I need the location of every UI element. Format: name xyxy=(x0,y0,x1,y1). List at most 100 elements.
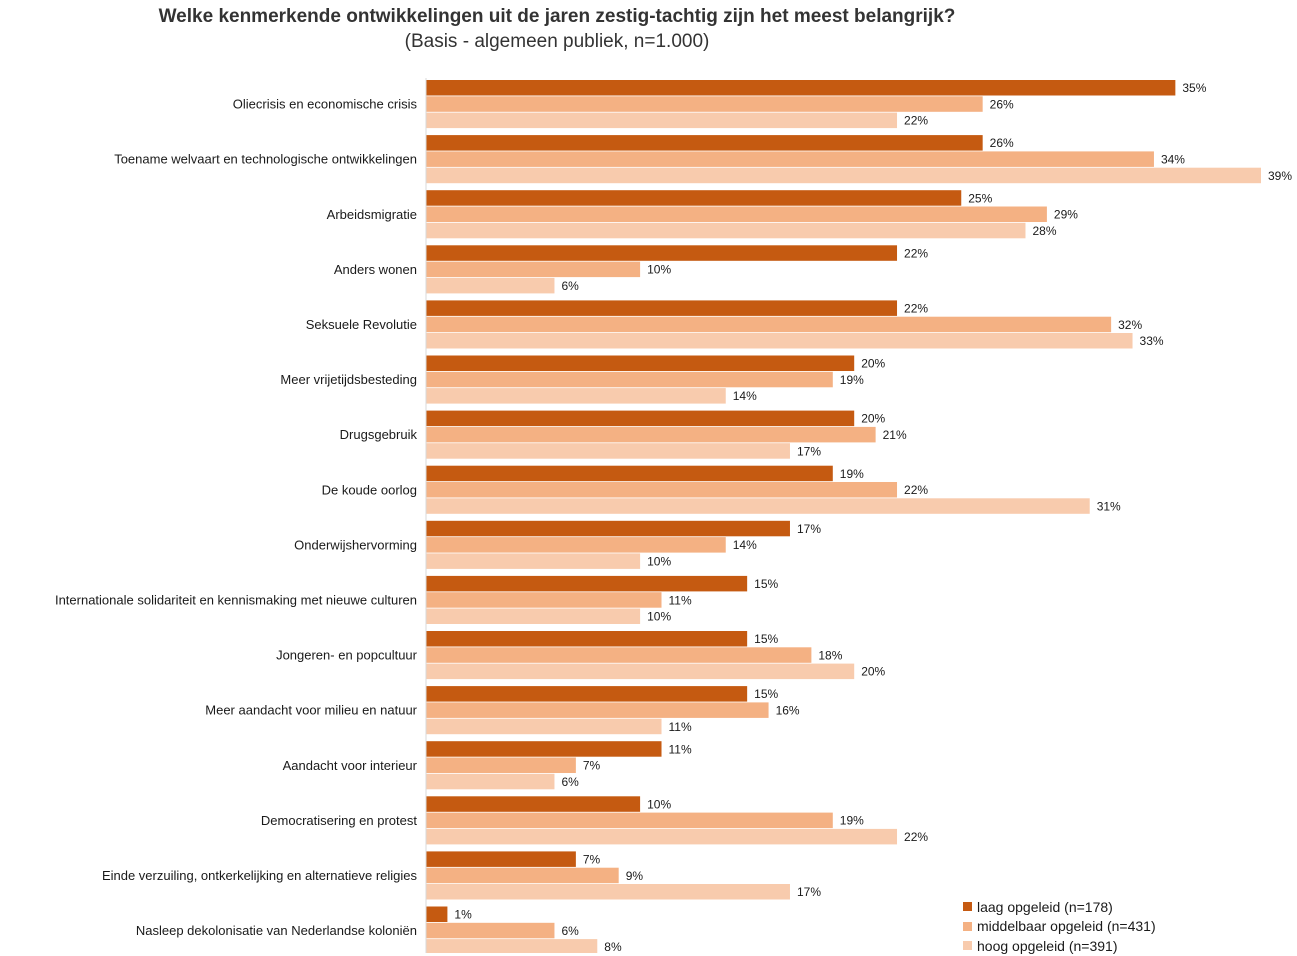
category-label: Arbeidsmigratie xyxy=(327,207,417,222)
data-label: 11% xyxy=(669,742,692,756)
data-label: 26% xyxy=(990,136,1014,150)
data-label: 7% xyxy=(583,852,601,866)
data-label: 1% xyxy=(454,908,472,922)
category-label: Meer vrijetijdsbesteding xyxy=(280,372,417,387)
bar-middelbaar xyxy=(426,702,769,718)
bar-hoog xyxy=(426,277,555,294)
data-label: 17% xyxy=(797,885,821,899)
bar-middelbaar xyxy=(426,592,662,608)
bar-hoog xyxy=(426,443,790,459)
data-label: 20% xyxy=(861,412,885,426)
bar-laag xyxy=(426,520,790,537)
data-label: 15% xyxy=(754,577,778,591)
bar-laag xyxy=(426,355,855,371)
bar-hoog xyxy=(426,884,790,900)
bar-laag xyxy=(426,796,641,812)
bar-hoog xyxy=(426,939,598,953)
legend: laag opgeleid (n=178) middelbaar opgeleid… xyxy=(963,897,1156,956)
data-label: 8% xyxy=(604,940,622,953)
data-label: 9% xyxy=(626,869,644,883)
bar-hoog xyxy=(426,112,898,129)
data-label: 10% xyxy=(647,554,671,568)
data-label: 33% xyxy=(1140,334,1164,348)
bar-middelbaar xyxy=(426,647,812,663)
bar-middelbaar xyxy=(426,812,833,829)
category-label: Einde verzuiling, ontkerkelijking en alt… xyxy=(102,868,418,883)
data-label: 10% xyxy=(647,610,671,624)
data-label: 22% xyxy=(904,246,928,260)
bar-laag xyxy=(426,300,898,316)
data-label: 28% xyxy=(1032,224,1056,238)
data-label: 6% xyxy=(561,279,579,293)
bar-laag xyxy=(426,245,898,261)
data-label: 32% xyxy=(1118,318,1142,332)
chart-title: Welke kenmerkende ontwikkelingen uit de … xyxy=(158,6,956,27)
category-label: Drugsgebruik xyxy=(340,427,418,442)
data-label: 14% xyxy=(733,389,757,403)
category-label: Seksuele Revolutie xyxy=(306,317,417,332)
bar-hoog xyxy=(426,388,726,404)
bar-middelbaar xyxy=(426,206,1047,222)
legend-swatch xyxy=(963,921,972,931)
bar-laag xyxy=(426,686,748,702)
bar-hoog xyxy=(426,167,1261,184)
bar-middelbaar xyxy=(426,757,576,773)
data-label: 6% xyxy=(561,924,579,938)
bar-middelbaar xyxy=(426,371,833,388)
data-label: 39% xyxy=(1268,169,1292,183)
bar-laag xyxy=(426,80,1176,96)
chart-subtitle: (Basis - algemeen publiek, n=1.000) xyxy=(404,31,710,52)
legend-item-middelbaar: middelbaar opgeleid (n=431) xyxy=(963,917,1156,937)
data-label: 15% xyxy=(754,632,778,646)
bar-hoog xyxy=(426,608,641,624)
data-label: 19% xyxy=(840,814,864,828)
bar-middelbaar xyxy=(426,537,726,553)
data-label: 10% xyxy=(647,263,671,277)
bar-middelbaar xyxy=(426,151,1154,167)
data-label: 17% xyxy=(797,444,821,458)
legend-label: middelbaar opgeleid (n=431) xyxy=(977,918,1156,935)
category-label: De koude oorlog xyxy=(322,482,417,497)
category-label: Jongeren- en popcultuur xyxy=(276,648,418,663)
bar-hoog xyxy=(426,663,855,680)
category-label: Internationale solidariteit en kennismak… xyxy=(55,592,417,607)
data-label: 22% xyxy=(904,830,928,844)
category-label: Onderwijshervorming xyxy=(294,537,417,552)
data-label: 22% xyxy=(904,483,928,497)
bar-laag xyxy=(426,741,662,757)
category-label: Toename welvaart en technologische ontwi… xyxy=(114,152,417,167)
data-label: 34% xyxy=(1161,152,1185,166)
data-label: 11% xyxy=(669,720,692,734)
bar-middelbaar xyxy=(426,426,876,443)
data-label: 14% xyxy=(733,538,757,552)
category-label: Meer aandacht voor milieu en natuur xyxy=(205,703,417,718)
bar-hoog xyxy=(426,498,1090,514)
data-label: 35% xyxy=(1182,81,1206,95)
data-label: 20% xyxy=(861,357,885,371)
data-label: 10% xyxy=(647,797,671,811)
bar-laag xyxy=(426,410,855,427)
data-label: 20% xyxy=(861,665,885,679)
data-label: 19% xyxy=(840,467,864,481)
data-label: 31% xyxy=(1097,499,1121,513)
data-label: 16% xyxy=(776,703,800,717)
data-label: 26% xyxy=(990,97,1014,111)
data-label: 19% xyxy=(840,373,864,387)
bar-middelbaar xyxy=(426,96,983,112)
bar-middelbaar xyxy=(426,922,555,939)
data-label: 11% xyxy=(669,593,692,607)
bar-hoog xyxy=(426,773,555,790)
legend-label: hoog opgeleid (n=391) xyxy=(977,937,1118,954)
data-label: 29% xyxy=(1054,208,1078,222)
bar-hoog xyxy=(426,553,641,569)
data-label: 21% xyxy=(883,428,907,442)
data-label: 22% xyxy=(904,301,928,315)
bar-hoog xyxy=(426,222,1026,239)
bar-laag xyxy=(426,575,748,592)
legend-swatch xyxy=(963,941,972,951)
bar-hoog xyxy=(426,718,662,735)
category-label: Oliecrisis en economische crisis xyxy=(233,97,418,112)
data-label: 15% xyxy=(754,687,778,701)
data-label: 17% xyxy=(797,522,821,536)
category-label: Anders wonen xyxy=(334,262,417,277)
